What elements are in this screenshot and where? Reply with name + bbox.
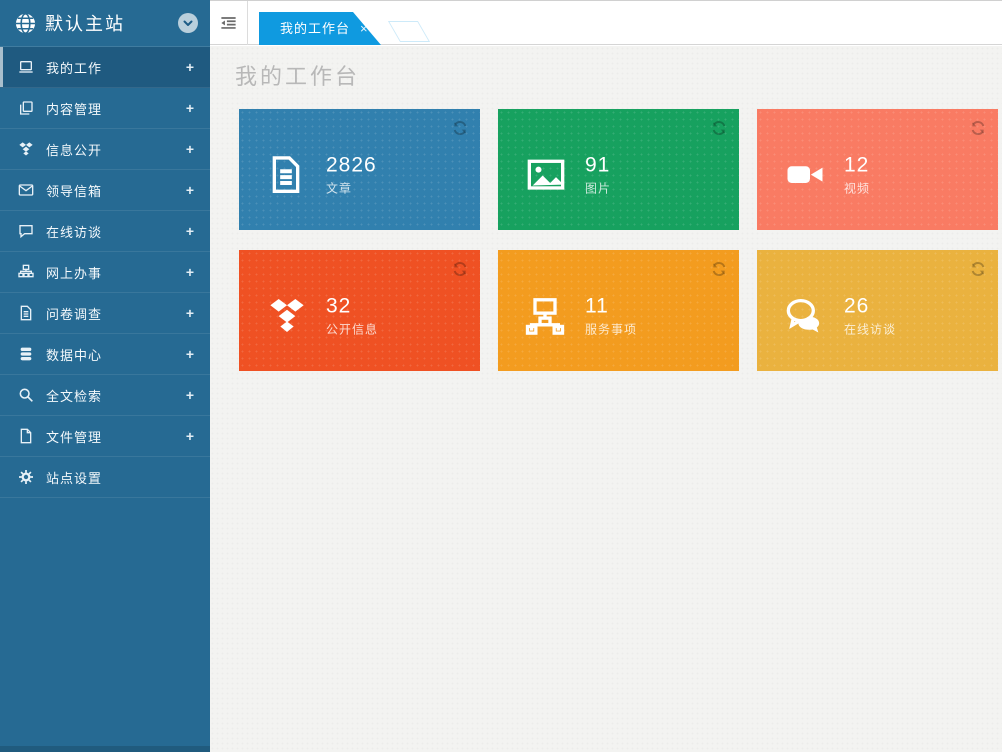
card-videos[interactable]: 12 视频 [757, 109, 998, 230]
expand-plus-icon[interactable]: + [185, 223, 194, 239]
expand-plus-icon[interactable]: + [185, 100, 194, 116]
envelope-icon [18, 182, 34, 198]
sidebar-item-fulltext-search[interactable]: 全文检索 + [0, 375, 210, 416]
card-body: 12 视频 [784, 153, 870, 196]
dropbox-icon [18, 141, 34, 157]
stat-cards: 2826 文章 91 图片 [239, 109, 1002, 371]
outdent-icon [219, 14, 238, 33]
sidebar-item-file-mgmt[interactable]: 文件管理 + [0, 416, 210, 457]
sidebar: 默认主站 我的工作 + 内容管理 + 信息公开 + [0, 0, 210, 752]
site-title: 默认主站 [45, 14, 125, 34]
site-logo-bar[interactable]: 默认主站 [0, 0, 210, 47]
tab-label: 我的工作台 [280, 21, 351, 36]
sidebar-item-label: 全文检索 [46, 388, 103, 404]
card-public-info[interactable]: 32 公开信息 [239, 250, 480, 371]
card-value: 32 [326, 294, 352, 318]
refresh-icon[interactable] [970, 261, 986, 277]
card-label: 公开信息 [326, 322, 379, 337]
page-title: 我的工作台 [235, 64, 361, 89]
ghost-tab-placeholder [387, 21, 431, 42]
expand-plus-icon[interactable]: + [185, 387, 194, 403]
file-icon [18, 428, 34, 444]
topbar: 我的工作台 × [210, 0, 1002, 45]
card-value: 11 [585, 294, 609, 318]
gear-icon [18, 469, 34, 485]
sidebar-item-label: 信息公开 [46, 142, 103, 158]
copy-icon [18, 100, 34, 116]
sidebar-item-online-services[interactable]: 网上办事 + [0, 252, 210, 293]
sidebar-item-info-disclosure[interactable]: 信息公开 + [0, 129, 210, 170]
expand-plus-icon[interactable]: + [185, 305, 194, 321]
sidebar-item-label: 数据中心 [46, 347, 103, 363]
chevron-circle-down-icon[interactable] [178, 13, 198, 33]
card-body: 11 服务事项 [525, 294, 637, 337]
comments-icon [784, 296, 828, 336]
card-label: 文章 [326, 181, 353, 196]
sidebar-item-label: 文件管理 [46, 429, 103, 445]
sidebar-item-site-settings[interactable]: 站点设置 [0, 457, 210, 498]
sidebar-toggle-button[interactable] [210, 1, 248, 45]
card-body: 2826 文章 [266, 153, 377, 196]
sidebar-item-label: 我的工作 [46, 60, 103, 76]
sidebar-item-label: 问卷调查 [46, 306, 103, 322]
card-label: 图片 [585, 181, 612, 196]
sidebar-item-label: 领导信箱 [46, 183, 103, 199]
card-value: 26 [844, 294, 870, 318]
refresh-icon[interactable] [711, 120, 727, 136]
file-text-icon [18, 305, 34, 321]
sidebar-item-data-center[interactable]: 数据中心 + [0, 334, 210, 375]
card-online-interview[interactable]: 26 在线访谈 [757, 250, 998, 371]
card-articles[interactable]: 2826 文章 [239, 109, 480, 230]
card-value: 12 [844, 153, 870, 177]
sitemap-icon [18, 264, 34, 280]
sidebar-item-my-work[interactable]: 我的工作 + [0, 47, 210, 88]
file-text-icon [266, 155, 310, 195]
sidebar-item-questionnaire[interactable]: 问卷调查 + [0, 293, 210, 334]
expand-plus-icon[interactable]: + [185, 428, 194, 444]
video-icon [784, 155, 828, 195]
card-body: 26 在线访谈 [784, 294, 896, 337]
laptop-icon [18, 59, 34, 75]
sidebar-item-label: 在线访谈 [46, 224, 103, 240]
sidebar-item-label: 站点设置 [46, 470, 103, 486]
sidebar-item-leader-mailbox[interactable]: 领导信箱 + [0, 170, 210, 211]
expand-plus-icon[interactable]: + [185, 346, 194, 362]
sidebar-item-online-interview[interactable]: 在线访谈 + [0, 211, 210, 252]
refresh-icon[interactable] [970, 120, 986, 136]
card-label: 服务事项 [585, 322, 638, 337]
sidebar-item-content-mgmt[interactable]: 内容管理 + [0, 88, 210, 129]
tab-close-icon[interactable]: × [360, 21, 369, 36]
main-content: 我的工作台 2826 文章 [210, 46, 1002, 752]
expand-plus-icon[interactable]: + [185, 59, 194, 75]
image-icon [525, 155, 569, 195]
expand-plus-icon[interactable]: + [185, 264, 194, 280]
expand-plus-icon[interactable]: + [185, 182, 194, 198]
card-value: 2826 [326, 153, 377, 177]
sitemap-icon [525, 296, 569, 336]
database-icon [18, 346, 34, 362]
expand-plus-icon[interactable]: + [185, 141, 194, 157]
tab-my-workbench[interactable]: 我的工作台 × [259, 12, 381, 45]
sidebar-item-label: 内容管理 [46, 101, 103, 117]
card-label: 视频 [844, 181, 871, 196]
card-service-items[interactable]: 11 服务事项 [498, 250, 739, 371]
card-value: 91 [585, 153, 611, 177]
sidebar-item-label: 网上办事 [46, 265, 103, 281]
card-pictures[interactable]: 91 图片 [498, 109, 739, 230]
comment-icon [18, 223, 34, 239]
globe-icon [14, 12, 37, 35]
refresh-icon[interactable] [452, 120, 468, 136]
sidebar-menu: 我的工作 + 内容管理 + 信息公开 + 领导信箱 + [0, 47, 210, 498]
search-icon [18, 387, 34, 403]
refresh-icon[interactable] [711, 261, 727, 277]
card-body: 91 图片 [525, 153, 611, 196]
dropbox-icon [266, 296, 310, 336]
refresh-icon[interactable] [452, 261, 468, 277]
card-body: 32 公开信息 [266, 294, 378, 337]
card-label: 在线访谈 [844, 322, 897, 337]
